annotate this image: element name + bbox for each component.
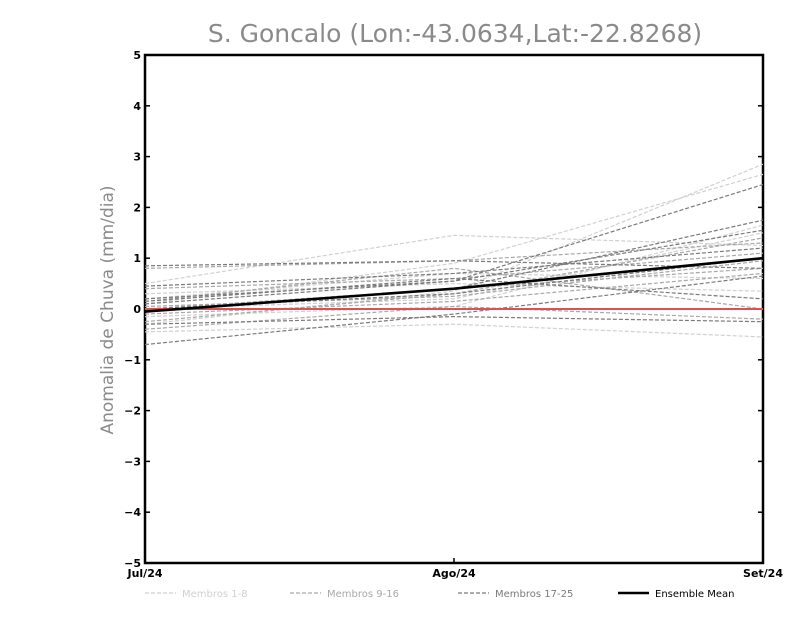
y-tick-label: 1 <box>133 252 141 265</box>
legend-label: Membros 9-16 <box>327 589 399 600</box>
y-tick-label: 5 <box>133 49 141 62</box>
series-line-member-24 <box>144 229 764 300</box>
y-tick-label: 4 <box>133 100 141 113</box>
series-line-member-19 <box>144 260 764 269</box>
y-tick-label: 3 <box>133 151 141 164</box>
series-line-member-12 <box>144 237 764 323</box>
chart-title: S. Goncalo (Lon:-43.0634,Lat:-22.8268) <box>208 19 702 48</box>
y-tick-label: −4 <box>124 506 141 519</box>
series-line-member-2 <box>144 323 764 338</box>
legend-label: Membros 1-8 <box>182 589 248 600</box>
y-tick-label: 0 <box>133 303 141 316</box>
legend-label: Membros 17-25 <box>495 589 573 600</box>
y-tick-label: −1 <box>124 354 141 367</box>
y-tick-label: −5 <box>124 557 141 570</box>
series-line-member-1 <box>144 163 764 325</box>
series-line-member-4 <box>144 232 764 310</box>
legend-label: Ensemble Mean <box>655 589 734 600</box>
x-tick-label: Jul/24 <box>126 567 162 580</box>
series-line-member-17 <box>144 275 764 346</box>
series-line-member-23 <box>144 316 764 325</box>
series-line-member-3 <box>144 173 764 305</box>
y-tick-label: 2 <box>133 201 141 214</box>
x-tick-label: Set/24 <box>743 567 783 580</box>
series-line-member-22 <box>144 277 764 302</box>
y-tick-label: −3 <box>124 455 141 468</box>
y-tick-label: −2 <box>124 405 141 418</box>
series-line-ensemble-mean <box>144 256 764 313</box>
y-axis-label: Anomalia de Chuva (mm/dia) <box>98 185 118 434</box>
series-line-member-21 <box>144 247 764 287</box>
x-tick-label: Ago/24 <box>432 567 476 580</box>
legend: Membros 1-8 Membros 9-16 Membros 17-25 Ense… <box>145 589 734 600</box>
series-line-member-13 <box>144 267 764 310</box>
series-line-member-6 <box>144 234 764 285</box>
